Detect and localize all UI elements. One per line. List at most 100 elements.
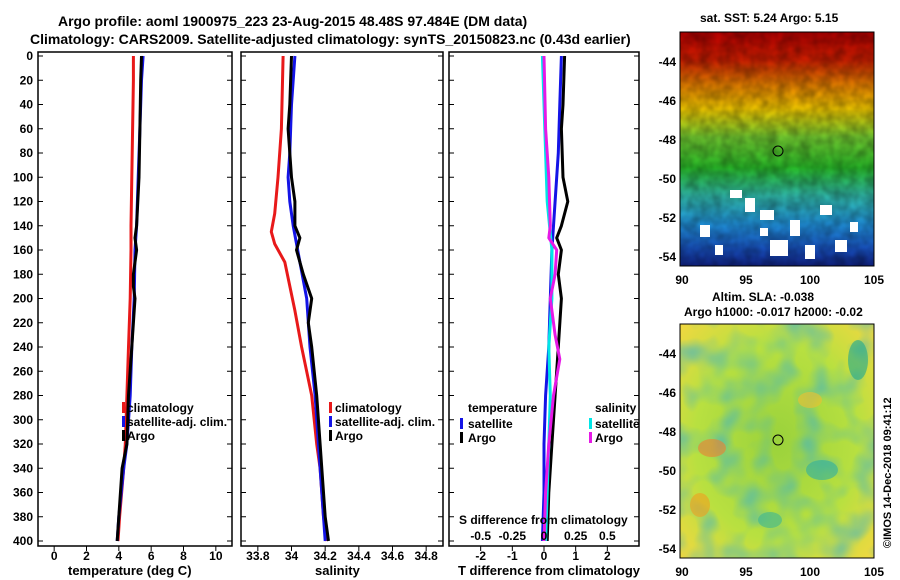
- salinity-difference-axis-label: S difference from climatology: [459, 513, 628, 527]
- x-tick-label: 0: [51, 549, 58, 563]
- depth-label: 280: [13, 389, 33, 403]
- sst-map-frame: [679, 31, 875, 267]
- difference-series: [540, 55, 570, 542]
- map-lon-label: 90: [675, 565, 689, 579]
- map-lon-label: 90: [675, 273, 689, 287]
- map-lat-label: -44: [659, 55, 677, 69]
- x-tick-label: -1: [507, 549, 518, 563]
- s-tick-label: 0.25: [564, 529, 588, 543]
- legend-swatch-t-argo: [460, 432, 463, 443]
- imos-credit: ©IMOS 14-Dec-2018 09:41:12: [882, 397, 894, 548]
- legend-temperature-title: temperature: [468, 401, 538, 415]
- map-lat-label: -50: [659, 464, 677, 478]
- sla-x-ticks: 90 95 100 105: [675, 565, 884, 579]
- x-tick-label: -2: [475, 549, 486, 563]
- map-lon-label: 105: [864, 565, 884, 579]
- sla-argo-marker: [772, 434, 784, 446]
- temperature-xticks: 0 2 4 6 8 10: [51, 546, 223, 563]
- legend-t-argo: Argo: [468, 431, 496, 445]
- legend-climatology: climatology: [335, 401, 402, 415]
- sla-features: [690, 340, 868, 528]
- difference-xticks: -2 -1 0 1 2: [475, 546, 611, 563]
- legend-satellite: satellite-adj. clim.: [335, 415, 435, 429]
- depth-label: 0: [26, 49, 33, 63]
- legend-swatch-argo: [122, 430, 125, 441]
- legend-swatch-t-satellite: [460, 418, 463, 429]
- temperature-legend: climatology satellite-adj. clim. Argo: [122, 401, 227, 443]
- depth-label: 40: [20, 98, 34, 112]
- salinity-xticks: 33.8 34 34.2 34.4 34.6 34.8: [246, 546, 438, 563]
- legend-argo: Argo: [335, 429, 363, 443]
- s-tick-label: -0.5: [470, 529, 491, 543]
- depth-axis-labels: 0 20 40 60 80 100 120 140 160 180 200 220 240 260 280 3…: [13, 49, 33, 548]
- x-tick-label: 10: [209, 549, 223, 563]
- s-tick-label: 0: [541, 529, 548, 543]
- temperature-axis-label: temperature (deg C): [68, 563, 192, 578]
- x-tick-label: 2: [83, 549, 90, 563]
- depth-label: 180: [13, 267, 33, 281]
- depth-label: 120: [13, 195, 33, 209]
- series-line-argo: [115, 55, 143, 542]
- sla-y-ticks: -44 -46 -48 -50 -52 -54: [659, 347, 677, 556]
- depth-label: 400: [13, 534, 33, 548]
- map-lat-label: -48: [659, 133, 677, 147]
- sla-map-frame: [679, 323, 875, 559]
- sla-map-title-1: Altim. SLA: -0.038: [712, 290, 814, 304]
- sst-argo-marker: [772, 145, 784, 157]
- legend-swatch-climatology: [329, 402, 332, 413]
- difference-temperature-legend: temperature satellite Argo: [460, 401, 538, 445]
- legend-argo: Argo: [127, 429, 155, 443]
- x-tick-label: 1: [572, 549, 579, 563]
- sst-y-ticks: -44 -46 -48 -50 -52 -54: [659, 55, 677, 264]
- depth-label: 100: [13, 170, 33, 184]
- x-tick-label: 2: [604, 549, 611, 563]
- map-lat-label: -50: [659, 172, 677, 186]
- legend-satellite: satellite-adj. clim.: [127, 415, 227, 429]
- depth-label: 60: [20, 122, 34, 136]
- map-lon-label: 105: [864, 273, 884, 287]
- map-lon-label: 100: [800, 565, 820, 579]
- depth-label: 220: [13, 316, 33, 330]
- x-tick-label: 6: [148, 549, 155, 563]
- sla-map: [679, 323, 875, 559]
- legend-swatch-satellite: [122, 416, 125, 427]
- salinity-legend: climatology satellite-adj. clim. Argo: [329, 401, 435, 443]
- depth-label: 360: [13, 486, 33, 500]
- x-tick-label: 0: [541, 549, 548, 563]
- map-lat-label: -46: [659, 386, 677, 400]
- series-line-s-argo: [542, 55, 562, 542]
- temperature-series: [115, 55, 145, 542]
- x-tick-label: 34.6: [381, 549, 405, 563]
- sst-map-title: sat. SST: 5.24 Argo: 5.15: [700, 11, 839, 25]
- legend-swatch-climatology: [122, 402, 125, 413]
- depth-label: 320: [13, 437, 33, 451]
- x-tick-label: 4: [115, 549, 122, 563]
- depth-label: 380: [13, 510, 33, 524]
- legend-s-argo: Argo: [595, 431, 623, 445]
- x-tick-label: 33.8: [246, 549, 270, 563]
- depth-label: 160: [13, 243, 33, 257]
- legend-swatch-s-satellite: [589, 418, 592, 429]
- series-line-t-argo: [545, 55, 570, 542]
- sst-x-ticks: 90 95 100 105: [675, 273, 884, 287]
- difference-salinity-legend: salinity satellite Argo: [589, 401, 640, 445]
- s-tick-label: 0.5: [599, 529, 616, 543]
- legend-t-satellite: satellite: [468, 417, 513, 431]
- sst-map: [679, 31, 875, 267]
- depth-label: 300: [13, 413, 33, 427]
- depth-label: 240: [13, 340, 33, 354]
- depth-label: 80: [20, 146, 34, 160]
- series-line-climatology: [116, 56, 135, 542]
- sla-map-title-2: Argo h1000: -0.017 h2000: -0.02: [684, 305, 863, 319]
- x-tick-label: 34.2: [313, 549, 337, 563]
- map-lat-label: -46: [659, 94, 677, 108]
- map-lat-label: -52: [659, 211, 677, 225]
- depth-label: 340: [13, 461, 33, 475]
- map-lat-label: -54: [659, 250, 677, 264]
- x-tick-label: 34.4: [347, 549, 371, 563]
- legend-climatology: climatology: [127, 401, 194, 415]
- title-line-2: Climatology: CARS2009. Satellite-adjuste…: [30, 31, 631, 47]
- map-lon-label: 100: [800, 273, 820, 287]
- map-lat-label: -54: [659, 542, 677, 556]
